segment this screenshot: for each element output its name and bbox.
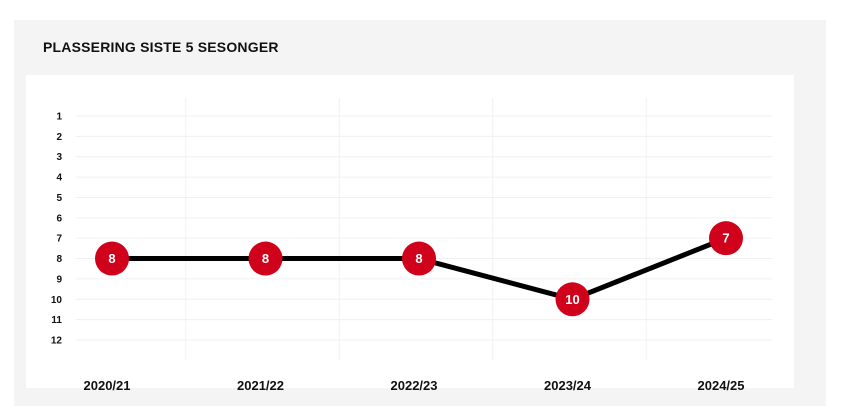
y-tick-label: 7 bbox=[56, 234, 62, 245]
grid-lines bbox=[76, 98, 772, 360]
y-tick-label: 6 bbox=[56, 213, 62, 224]
data-point-marker bbox=[248, 241, 283, 276]
data-point-marker bbox=[555, 282, 590, 317]
x-tick-label: 2021/22 bbox=[237, 378, 284, 393]
x-tick-label: 2020/21 bbox=[84, 378, 131, 393]
y-tick-label: 2 bbox=[56, 132, 62, 143]
x-tick-label: 2022/23 bbox=[391, 378, 438, 393]
y-tick-label: 1 bbox=[56, 112, 62, 123]
data-point-marker bbox=[709, 221, 743, 256]
data-label: 8 bbox=[108, 251, 115, 266]
y-tick-label: 9 bbox=[56, 274, 62, 285]
data-label: 8 bbox=[415, 251, 422, 266]
y-tick-label: 3 bbox=[56, 152, 62, 163]
y-tick-label: 10 bbox=[51, 295, 63, 306]
plot-area bbox=[26, 75, 794, 388]
data-point-marker bbox=[95, 241, 129, 276]
x-tick-label: 2024/25 bbox=[698, 378, 745, 393]
y-tick-label: 11 bbox=[51, 315, 62, 326]
data-label: 10 bbox=[565, 292, 579, 307]
x-axis-ticks: 2020/21 2021/22 2022/23 2023/24 2024/25 bbox=[84, 378, 745, 393]
y-tick-label: 8 bbox=[56, 254, 62, 265]
data-label: 8 bbox=[262, 251, 269, 266]
y-tick-label: 12 bbox=[51, 336, 63, 347]
series-layer: 8 8 8 10 7 bbox=[95, 221, 743, 317]
data-point-marker bbox=[402, 241, 436, 276]
chart-title: PLASSERING SISTE 5 SESONGER bbox=[43, 39, 279, 55]
y-tick-label: 4 bbox=[56, 173, 62, 184]
data-label: 7 bbox=[722, 231, 729, 246]
y-tick-label: 5 bbox=[56, 193, 62, 204]
x-tick-label: 2023/24 bbox=[544, 378, 592, 393]
